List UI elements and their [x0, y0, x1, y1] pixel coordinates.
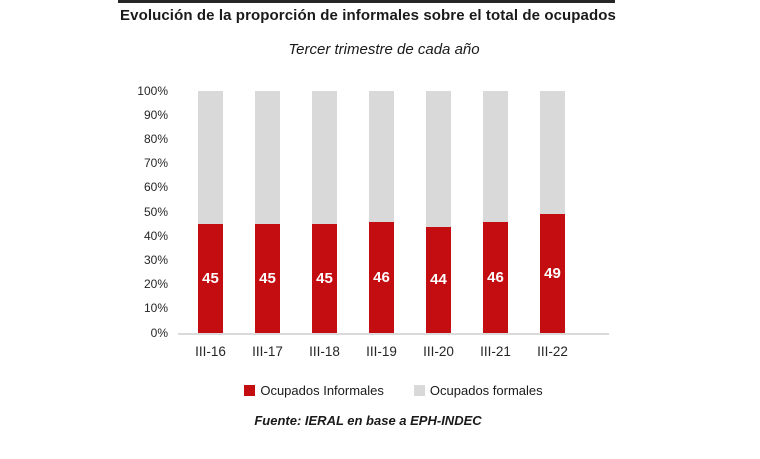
- bar-value-label: 46: [487, 268, 504, 286]
- x-axis-label-III-21: III-21: [480, 344, 511, 359]
- y-tick-label: 20%: [143, 277, 168, 292]
- bar-value-label: 44: [430, 271, 447, 289]
- bar-segment-informal: 46: [369, 221, 394, 333]
- bar-segment-formal: [483, 91, 508, 222]
- bar-segment-informal: 49: [540, 214, 565, 333]
- bar-III-18: 45: [312, 91, 337, 333]
- bar-segment-formal: [426, 91, 451, 227]
- chart-title: Evolución de la proporción de informales…: [120, 7, 616, 24]
- y-tick-label: 100%: [137, 83, 168, 98]
- bar-segment-formal: [369, 91, 394, 222]
- legend-swatch-formales: [413, 385, 425, 396]
- y-tick-label: 90%: [143, 107, 168, 122]
- bar-segment-informal: 46: [483, 221, 508, 333]
- bar-III-21: 46: [483, 91, 508, 333]
- legend-item-informales: Ocupados Informales: [244, 383, 384, 398]
- x-axis-label-III-22: III-22: [537, 344, 568, 359]
- legend-swatch-informales: [244, 385, 256, 396]
- y-tick-label: 40%: [143, 228, 168, 243]
- bar-segment-informal: 45: [255, 224, 280, 333]
- y-tick-label: 80%: [143, 131, 168, 146]
- y-tick-label: 70%: [143, 156, 168, 171]
- x-axis-label-III-19: III-19: [366, 344, 397, 359]
- y-tick-label: 30%: [143, 252, 168, 267]
- bar-segment-formal: [312, 91, 337, 225]
- x-axis-label-III-18: III-18: [309, 344, 340, 359]
- bar-III-19: 46: [369, 91, 394, 333]
- legend: Ocupados Informales Ocupados formales: [178, 383, 609, 398]
- bar-III-16: 45: [198, 91, 223, 333]
- chart-subtitle: Tercer trimestre de cada año: [288, 41, 480, 58]
- x-axis-label-III-17: III-17: [252, 344, 283, 359]
- bar-segment-formal: [198, 91, 223, 225]
- bar-segment-formal: [255, 91, 280, 225]
- bar-value-label: 49: [544, 265, 561, 283]
- top-crop-artifact: [118, 0, 615, 3]
- bar-value-label: 46: [373, 268, 390, 286]
- bar-value-label: 45: [259, 270, 276, 288]
- bar-III-22: 49: [540, 91, 565, 333]
- x-axis-label-III-20: III-20: [423, 344, 454, 359]
- bar-III-17: 45: [255, 91, 280, 333]
- bar-segment-informal: 44: [426, 226, 451, 333]
- y-axis: 100% 90% 80% 70% 60% 50% 40% 30% 20% 10% 0%: [96, 0, 168, 340]
- y-tick-label: 50%: [143, 204, 168, 219]
- x-axis-label-III-16: III-16: [195, 344, 226, 359]
- plot-area: 45 45 45 46 44 46 49: [178, 91, 609, 335]
- bar-value-label: 45: [202, 270, 219, 288]
- y-tick-label: 10%: [143, 301, 168, 316]
- legend-label-informales: Ocupados Informales: [260, 383, 384, 398]
- bar-III-20: 44: [426, 91, 451, 333]
- legend-item-formales: Ocupados formales: [413, 383, 543, 398]
- bar-value-label: 45: [316, 270, 333, 288]
- legend-label-formales: Ocupados formales: [429, 383, 543, 398]
- y-tick-label: 0%: [150, 325, 168, 340]
- bar-segment-informal: 45: [198, 224, 223, 333]
- bar-segment-informal: 45: [312, 224, 337, 333]
- bar-segment-formal: [540, 91, 565, 215]
- chart-source: Fuente: IERAL en base a EPH-INDEC: [254, 413, 482, 428]
- y-tick-label: 60%: [143, 180, 168, 195]
